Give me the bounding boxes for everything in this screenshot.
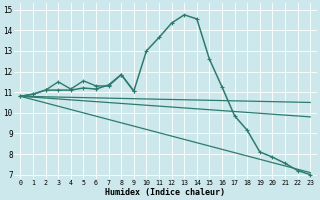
- X-axis label: Humidex (Indice chaleur): Humidex (Indice chaleur): [105, 188, 225, 197]
